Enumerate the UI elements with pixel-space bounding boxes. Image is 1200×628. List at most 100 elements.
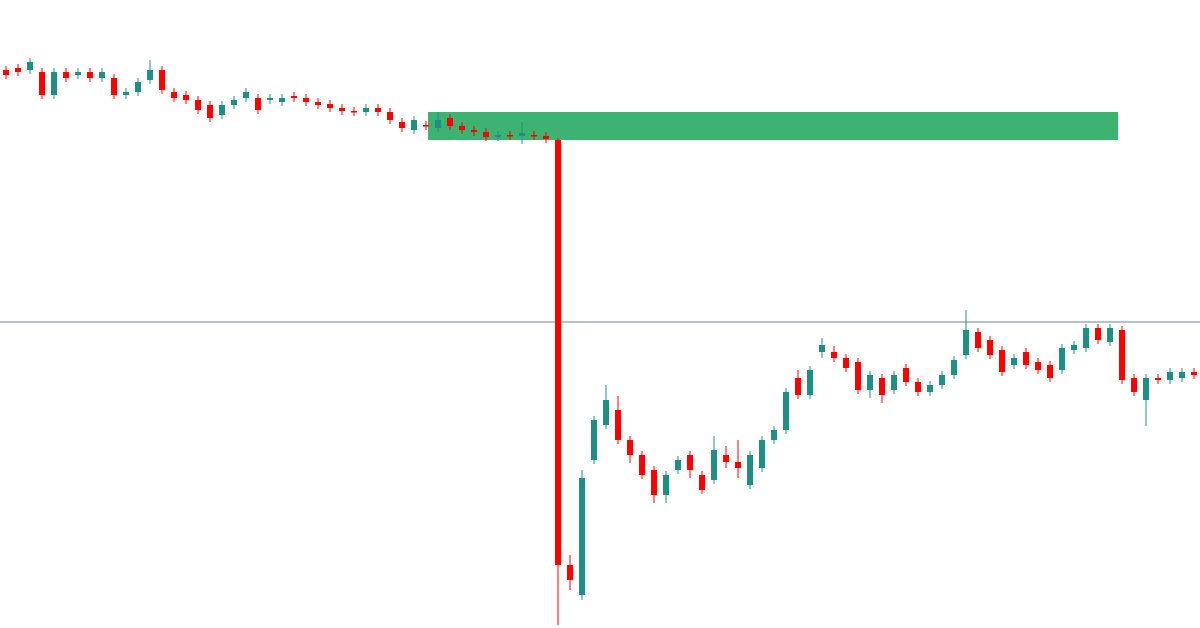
candle-body [75, 72, 81, 75]
candle-body [339, 108, 345, 111]
candle-body [843, 358, 849, 368]
candle-body [951, 360, 957, 375]
candle-body [3, 70, 9, 75]
candle-body [495, 135, 501, 137]
candle-body [399, 122, 405, 128]
candle-body [1035, 362, 1041, 370]
candle-body [723, 455, 729, 462]
candle-body [147, 70, 153, 80]
candle-body [471, 130, 477, 132]
candle-body [87, 72, 93, 78]
candle-body [63, 72, 69, 78]
candle-body [171, 92, 177, 98]
candle-body [447, 118, 453, 126]
candle-body [1119, 330, 1125, 380]
candle-body [915, 382, 921, 392]
candle-body [1059, 348, 1065, 370]
candle-body [567, 565, 573, 580]
candle-body [207, 105, 213, 118]
candle-body [1011, 358, 1017, 365]
candle-body [1023, 352, 1029, 365]
candle-body [831, 352, 837, 358]
candle-body [255, 98, 261, 110]
candle-body [1155, 378, 1161, 380]
candle-body [459, 126, 465, 130]
candle-body [963, 330, 969, 355]
candle-body [699, 475, 705, 490]
candle-body [819, 345, 825, 352]
candle-body [555, 140, 561, 565]
candle-body [651, 470, 657, 495]
candle-body [543, 136, 549, 139]
candle-body [1047, 365, 1053, 378]
candle-body [303, 98, 309, 102]
candle-body [231, 100, 237, 105]
candle-body [795, 378, 801, 395]
candle-body [387, 112, 393, 120]
candle-body [615, 410, 621, 440]
candle-body [327, 104, 333, 108]
candle-body [735, 462, 741, 468]
candle-body [1095, 328, 1101, 340]
candle-body [375, 108, 381, 112]
candle-body [891, 375, 897, 390]
candle-body [1167, 372, 1173, 380]
candle-body [291, 96, 297, 98]
candle-body [159, 70, 165, 90]
candle-body [1071, 345, 1077, 350]
candle-body [771, 430, 777, 440]
candle-body [51, 72, 57, 95]
candle-body [867, 375, 873, 390]
zone [428, 112, 1118, 140]
candle-body [243, 92, 249, 98]
candle-body [783, 392, 789, 430]
candle-body [483, 132, 489, 137]
candle-body [195, 100, 201, 110]
candle-body [15, 68, 21, 72]
candle-body [183, 95, 189, 100]
candle-body [111, 78, 117, 95]
candle-body [927, 385, 933, 392]
candle-body [315, 102, 321, 105]
candle-body [1107, 328, 1113, 342]
candle-body [1083, 328, 1089, 348]
candle-body [663, 475, 669, 495]
candle-body [531, 135, 537, 137]
candle-body [99, 72, 105, 78]
candle-body [123, 92, 129, 95]
candle-body [807, 370, 813, 395]
candle-body [507, 135, 513, 137]
candle-body [279, 98, 285, 102]
candle-body [975, 332, 981, 348]
candle-body [579, 478, 585, 595]
candle-body [711, 450, 717, 480]
candle-body [363, 108, 369, 112]
candle-body [39, 72, 45, 95]
candle-body [411, 120, 417, 130]
candle-body [879, 378, 885, 395]
candle-body [1191, 372, 1197, 375]
candle-body [987, 340, 993, 355]
candle-body [591, 420, 597, 460]
candle-body [999, 350, 1005, 372]
candle-body [627, 440, 633, 455]
candle-body [903, 368, 909, 382]
candle-body [687, 455, 693, 470]
candle-body [1179, 372, 1185, 378]
candle-body [423, 125, 429, 127]
candle-body [675, 460, 681, 470]
candle-body [135, 82, 141, 92]
candle-body [1131, 378, 1137, 392]
candle-body [435, 120, 441, 128]
candle-body [939, 375, 945, 385]
candle-body [855, 362, 861, 390]
candle-body [27, 62, 33, 70]
candle-body [351, 111, 357, 113]
candle-body [219, 105, 225, 115]
candle-body [267, 98, 273, 100]
candle-body [603, 400, 609, 425]
candle-body [519, 133, 525, 136]
candle-body [639, 455, 645, 475]
candle-body [1143, 378, 1149, 400]
